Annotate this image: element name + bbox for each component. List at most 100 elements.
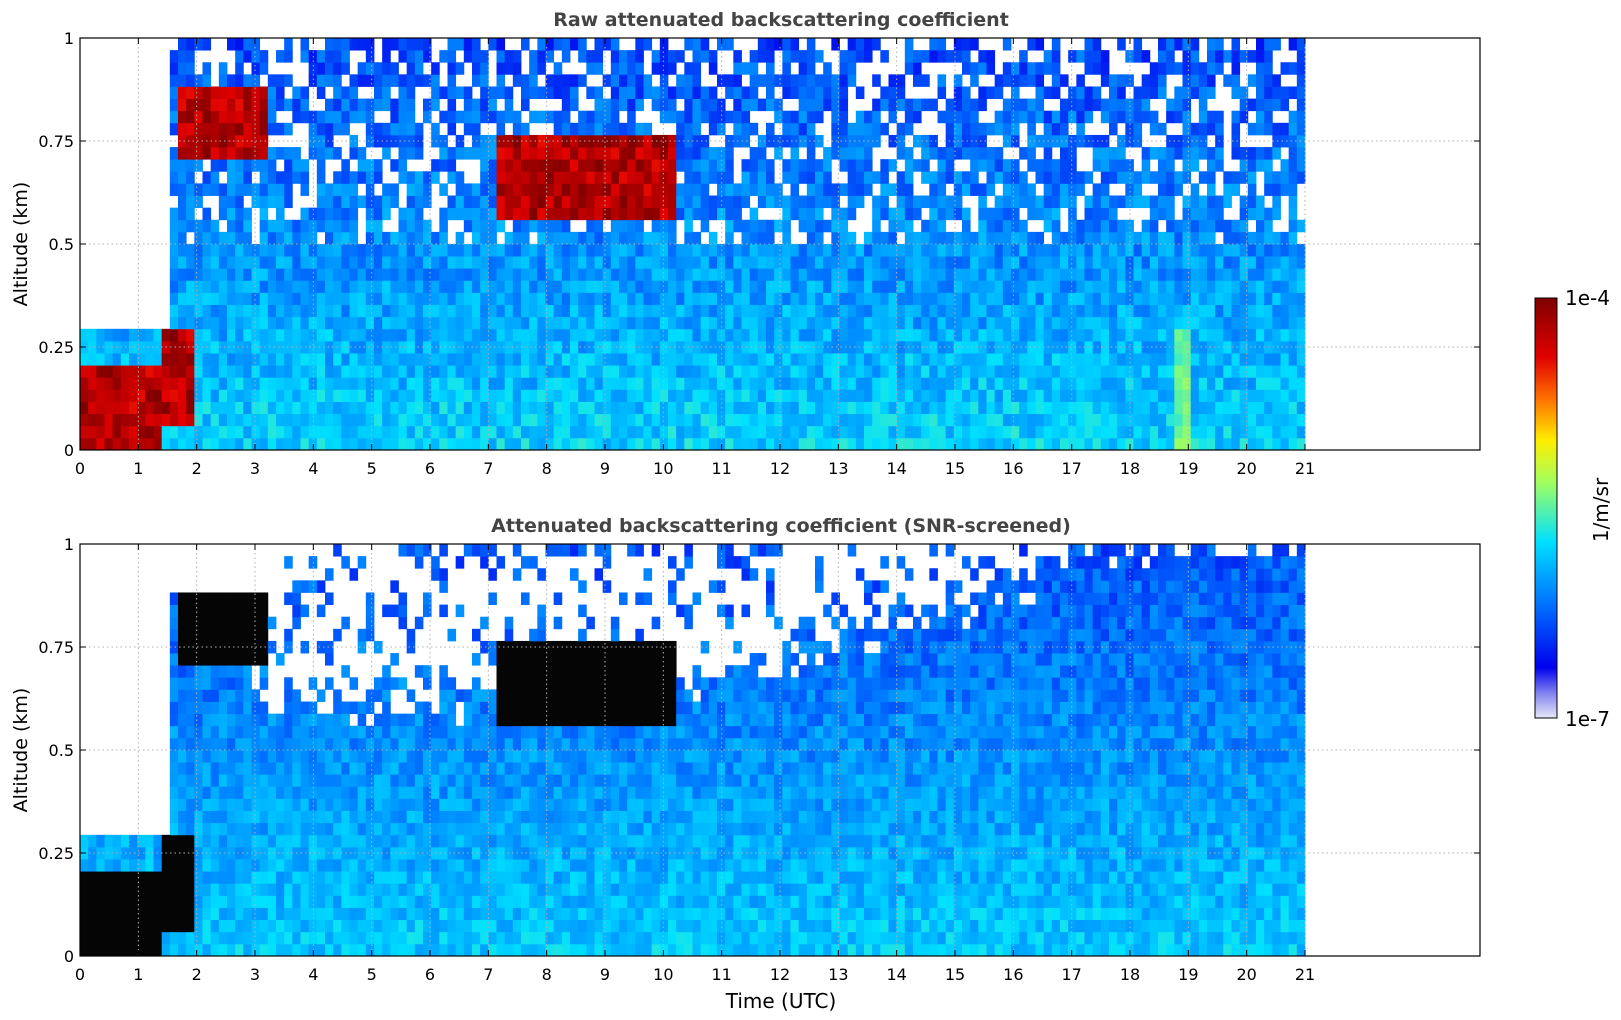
heatmap-cell — [325, 425, 334, 439]
heatmap-cell — [169, 798, 179, 811]
heatmap-cell — [202, 425, 212, 439]
heatmap-cell — [1182, 377, 1192, 390]
heatmap-cell — [553, 425, 563, 439]
heatmap-cell — [333, 74, 342, 87]
heatmap-cell — [357, 401, 367, 415]
heatmap-cell — [463, 50, 473, 63]
heatmap-cell — [651, 50, 661, 63]
heatmap-cell — [651, 377, 661, 390]
heatmap-cell — [455, 147, 465, 160]
heatmap-cell — [178, 701, 187, 715]
heatmap-cell — [855, 304, 865, 318]
heatmap-cell — [1149, 365, 1159, 378]
heatmap-cell — [1051, 110, 1061, 124]
heatmap-cell — [643, 244, 653, 257]
heatmap-cell — [267, 640, 277, 654]
heatmap-cell — [1215, 219, 1224, 233]
heatmap-cell — [202, 895, 212, 908]
heatmap-cell — [635, 425, 644, 439]
heatmap-cell — [921, 328, 930, 342]
heatmap-cell — [847, 207, 857, 221]
x-tick-label: 16 — [1003, 459, 1023, 478]
heatmap-cell — [276, 437, 285, 451]
heatmap-cell — [839, 86, 849, 99]
heatmap-cell — [341, 292, 350, 305]
heatmap-cell — [480, 268, 489, 281]
heatmap-cell — [357, 292, 367, 305]
heatmap-cell — [186, 98, 195, 112]
heatmap-cell — [700, 377, 710, 390]
heatmap-cell — [635, 50, 644, 63]
heatmap-cell — [463, 147, 473, 160]
heatmap-cell — [398, 401, 408, 415]
heatmap-cell — [202, 256, 212, 269]
heatmap-cell — [251, 50, 261, 63]
heatmap-cell — [300, 883, 310, 896]
heatmap-cell — [962, 328, 971, 342]
heatmap-cell — [218, 159, 228, 172]
heatmap-cell — [406, 377, 416, 390]
heatmap-cell — [545, 340, 555, 354]
heatmap-cell — [300, 159, 310, 172]
heatmap-cell — [512, 365, 522, 378]
heatmap-cell — [235, 244, 244, 257]
heatmap-cell — [651, 328, 661, 342]
heatmap-cell — [766, 280, 775, 293]
heatmap-cell — [325, 38, 334, 51]
heatmap-cell — [774, 219, 783, 233]
heatmap-cell — [594, 280, 604, 293]
heatmap-cell — [888, 437, 898, 451]
heatmap-cell — [831, 304, 840, 318]
heatmap-cell — [692, 74, 702, 87]
heatmap-cell — [218, 425, 228, 439]
heatmap-cell — [855, 389, 865, 402]
heatmap-cell — [333, 316, 342, 330]
heatmap-cell — [496, 122, 506, 136]
heatmap-cell — [300, 737, 310, 751]
heatmap-cell — [782, 110, 791, 124]
heatmap-cell — [472, 195, 481, 209]
screened-panel-title: Attenuated backscattering coefficient (S… — [491, 515, 1071, 537]
heatmap-cell — [382, 437, 391, 451]
heatmap-cell — [896, 183, 906, 196]
heatmap-cell — [1043, 207, 1053, 221]
heatmap-cell — [1109, 171, 1118, 184]
heatmap-cell — [619, 437, 628, 451]
heatmap-cell — [839, 50, 849, 63]
heatmap-cell — [169, 219, 179, 233]
heatmap-cell — [463, 280, 473, 293]
heatmap-cell — [570, 353, 579, 366]
heatmap-cell — [480, 425, 489, 439]
heatmap-cell — [798, 86, 808, 99]
heatmap-cell — [823, 401, 832, 415]
heatmap-cell — [292, 98, 301, 112]
heatmap-cell — [619, 304, 628, 318]
heatmap-cell — [888, 413, 898, 427]
heatmap-cell — [1051, 425, 1061, 439]
heatmap-cell — [308, 425, 318, 439]
heatmap-cell — [398, 147, 408, 160]
heatmap-cell — [725, 377, 734, 390]
heatmap-cell — [978, 389, 987, 402]
heatmap-cell — [708, 401, 718, 415]
heatmap-cell — [659, 195, 669, 209]
heatmap-cell — [1239, 365, 1249, 378]
heatmap-cell — [96, 340, 105, 354]
heatmap-cell — [202, 62, 212, 75]
heatmap-cell — [757, 159, 767, 172]
heatmap-cell — [864, 183, 873, 196]
heatmap-cell — [643, 437, 653, 451]
heatmap-cell — [202, 207, 212, 221]
heatmap-cell — [806, 159, 816, 172]
heatmap-cell — [88, 895, 97, 908]
heatmap-cell — [733, 207, 742, 221]
heatmap-cell — [235, 883, 244, 896]
heatmap-cell — [333, 244, 342, 257]
heatmap-cell — [96, 919, 105, 933]
heatmap-cell — [790, 256, 800, 269]
heatmap-cell — [717, 110, 726, 124]
heatmap-cell — [749, 207, 759, 221]
heatmap-cell — [1182, 159, 1192, 172]
heatmap-cell — [488, 280, 497, 293]
heatmap-cell — [684, 110, 693, 124]
